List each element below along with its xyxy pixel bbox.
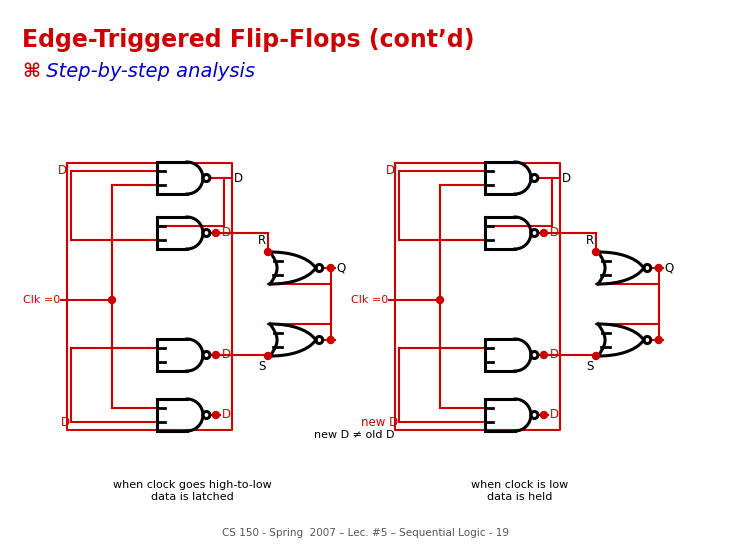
Text: D': D' bbox=[550, 409, 562, 422]
Text: CS 150 - Spring  2007 – Lec. #5 – Sequential Logic - 19: CS 150 - Spring 2007 – Lec. #5 – Sequent… bbox=[221, 528, 509, 538]
Circle shape bbox=[264, 248, 272, 255]
Circle shape bbox=[212, 230, 220, 236]
Circle shape bbox=[593, 352, 599, 359]
Text: D: D bbox=[222, 348, 231, 362]
Text: Q: Q bbox=[337, 261, 346, 275]
Circle shape bbox=[437, 296, 444, 304]
Text: Clk =0: Clk =0 bbox=[23, 295, 60, 305]
Text: new D ≠ old D: new D ≠ old D bbox=[315, 430, 395, 440]
Text: D': D' bbox=[385, 165, 398, 177]
Text: R: R bbox=[258, 234, 266, 247]
Text: Edge-Triggered Flip-Flops (cont’d): Edge-Triggered Flip-Flops (cont’d) bbox=[22, 28, 474, 52]
Circle shape bbox=[593, 248, 599, 255]
Circle shape bbox=[656, 336, 662, 344]
Circle shape bbox=[540, 230, 548, 236]
Circle shape bbox=[327, 265, 334, 271]
Text: D: D bbox=[234, 172, 243, 184]
Text: Clk =0: Clk =0 bbox=[350, 295, 388, 305]
Text: D: D bbox=[562, 172, 571, 184]
Text: new D: new D bbox=[361, 416, 398, 428]
Text: Q: Q bbox=[665, 261, 674, 275]
Text: when clock is low
data is held: when clock is low data is held bbox=[472, 480, 569, 502]
Text: D': D' bbox=[222, 226, 234, 240]
Text: D: D bbox=[61, 416, 70, 428]
Circle shape bbox=[264, 352, 272, 359]
Circle shape bbox=[212, 411, 220, 418]
Circle shape bbox=[109, 296, 115, 304]
Circle shape bbox=[656, 265, 662, 271]
Circle shape bbox=[540, 411, 548, 418]
Text: when clock goes high-to-low
data is latched: when clock goes high-to-low data is latc… bbox=[112, 480, 272, 502]
Text: ⌘: ⌘ bbox=[22, 62, 40, 81]
Text: S: S bbox=[587, 360, 594, 373]
Text: D': D' bbox=[58, 165, 70, 177]
Circle shape bbox=[327, 336, 334, 344]
Text: D': D' bbox=[550, 226, 562, 240]
Text: R: R bbox=[586, 234, 594, 247]
Circle shape bbox=[540, 352, 548, 358]
Circle shape bbox=[212, 352, 220, 358]
Text: Step-by-step analysis: Step-by-step analysis bbox=[40, 62, 255, 81]
Text: S: S bbox=[258, 360, 266, 373]
Text: D: D bbox=[550, 348, 559, 362]
Text: D': D' bbox=[222, 409, 234, 422]
